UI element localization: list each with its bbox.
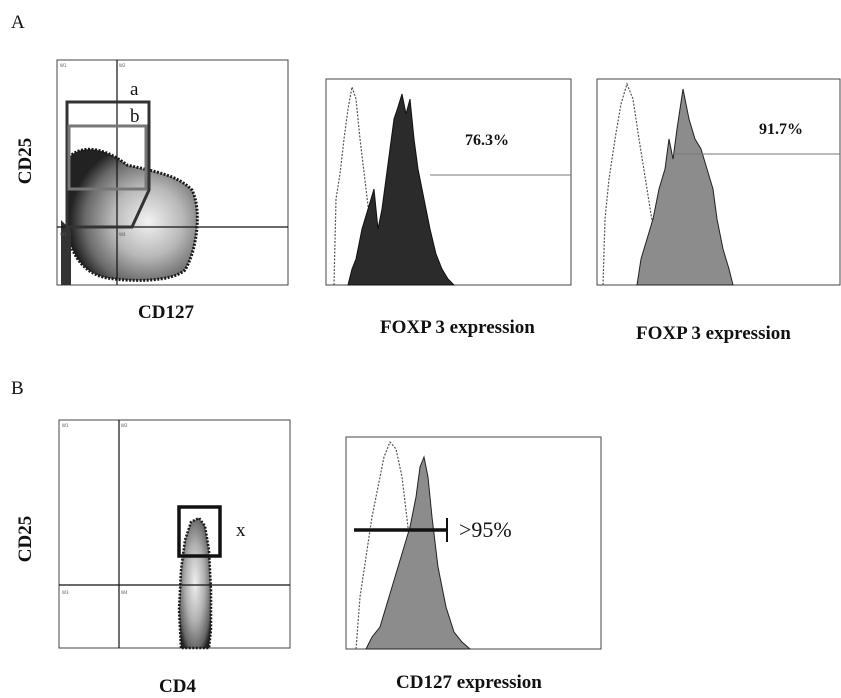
- gate-a-label: a: [130, 79, 139, 100]
- panel-b-hist-percent: >95%: [459, 517, 512, 542]
- svg-text:W2: W2: [119, 63, 126, 68]
- panel-b-letter: B: [11, 378, 24, 399]
- panel-a-hist2-percent: 91.7%: [759, 121, 803, 138]
- panel-a-hist1-filled: [347, 93, 456, 286]
- panel-b-cell-population: [177, 516, 213, 650]
- panel-a-hist2-x-axis-label: FOXP 3 expression: [636, 323, 791, 344]
- panel-a-letter: A: [11, 12, 25, 33]
- svg-text:W2: W2: [121, 423, 128, 428]
- panel-a-cell-population: [65, 147, 199, 282]
- gate-a: [65, 100, 151, 229]
- panel-a-x-axis-label: CD127: [138, 302, 194, 323]
- svg-text:W4: W4: [121, 590, 128, 595]
- svg-text:W1: W1: [60, 63, 67, 68]
- panel-b-hist-x-axis-label: CD127 expression: [396, 672, 542, 693]
- gate-x: [177, 505, 222, 558]
- panel-b-histogram: [345, 436, 602, 650]
- gate-x-label: x: [236, 520, 246, 541]
- panel-a-histogram-1: [325, 78, 572, 286]
- panel-a-hist2-filled: [636, 88, 734, 286]
- svg-text:W3: W3: [62, 590, 69, 595]
- svg-text:W4: W4: [119, 232, 126, 237]
- svg-text:W1: W1: [62, 423, 69, 428]
- panel-a-edge-events: [61, 220, 71, 285]
- gate-b-label: b: [130, 106, 140, 127]
- panel-a-y-axis-label: CD25: [15, 137, 36, 185]
- gate-b: [67, 124, 148, 191]
- panel-a-histogram-2: [596, 78, 841, 286]
- panel-b-y-axis-label: CD25: [15, 515, 36, 563]
- panel-a-hist1-x-axis-label: FOXP 3 expression: [380, 317, 535, 338]
- panel-a-hist2-control-curve: [602, 82, 664, 286]
- panel-b-x-axis-label: CD4: [159, 676, 196, 697]
- panel-a-hist1-control-curve: [333, 86, 379, 286]
- svg-text:W3: W3: [60, 232, 67, 237]
- panel-b-scatter-plot: W1 W2 W3 W4: [58, 419, 291, 650]
- panel-a-hist1-percent: 76.3%: [465, 132, 509, 149]
- panel-a-scatter-plot: W1 W2 W3 W4: [56, 59, 289, 286]
- panel-b-hist-filled: [365, 455, 472, 650]
